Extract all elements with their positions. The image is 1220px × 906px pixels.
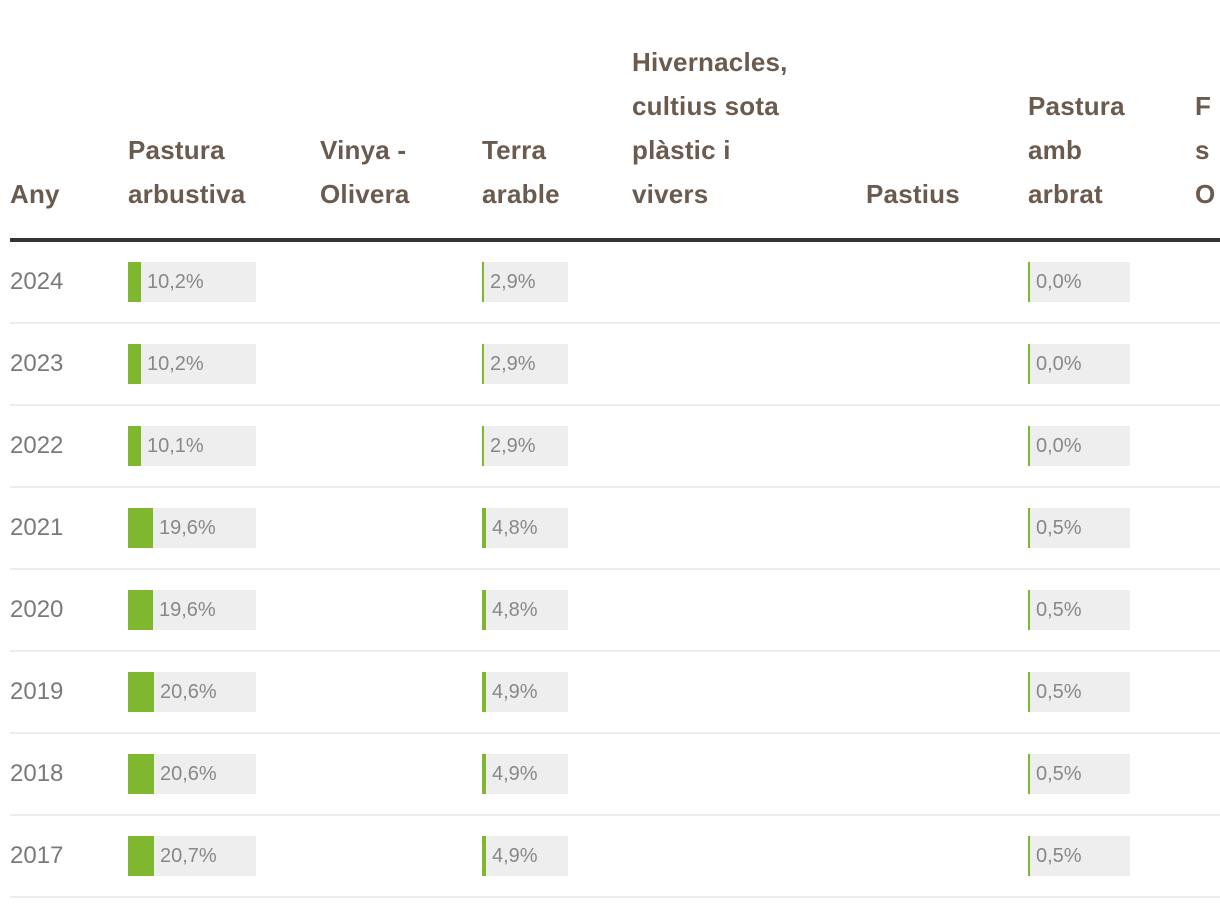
pastura-arbustiva-value-label: 10,2% [147,271,204,293]
pastura-arbustiva-bar-cell: 20,6% [128,672,256,712]
pastura-amb-arbrat-bar [1028,754,1030,794]
terra-arable-bar [482,344,484,384]
pastura-amb-arbrat-value-label: 0,0% [1036,271,1082,293]
terra-arable-bar [482,508,486,548]
pastura-arbustiva-bar-cell: 19,6% [128,590,256,630]
terra-arable-value-label: 4,9% [492,763,538,785]
terra-arable-value-label: 4,8% [492,599,538,621]
col-header-pastius: Pastius [866,179,960,209]
pastura-amb-arbrat-bar-cell: 0,5% [1028,508,1130,548]
pastura-arbustiva-bar-cell: 20,7% [128,836,256,876]
year-cell: 2021 [10,514,64,541]
terra-arable-bar-cell: 4,9% [482,836,568,876]
col-header-hivernacles: Hivernacles, cultius sota plàstic i vive… [632,47,788,209]
pastura-arbustiva-bar [128,672,154,712]
terra-arable-bar-cell: 4,8% [482,508,568,548]
terra-arable-bar-cell: 4,9% [482,754,568,794]
terra-arable-bar [482,262,484,302]
year-cell: 2023 [10,350,64,377]
col-header-any: Any [10,179,60,209]
terra-arable-bar-cell: 4,9% [482,672,568,712]
pastura-arbustiva-bar [128,262,141,302]
pastura-amb-arbrat-bar [1028,426,1030,466]
pastura-arbustiva-bar-cell: 10,1% [128,426,256,466]
pastura-amb-arbrat-value-label: 0,0% [1036,353,1082,375]
year-cell: 2022 [10,432,64,459]
pastura-amb-arbrat-bar [1028,836,1030,876]
year-cell: 2018 [10,760,64,787]
pastura-arbustiva-bar [128,426,141,466]
pastura-amb-arbrat-bar-cell: 0,0% [1028,262,1130,302]
terra-arable-bar-cell: 2,9% [482,262,568,302]
pastura-arbustiva-value-label: 20,6% [160,763,217,785]
pastura-arbustiva-bar-cell: 10,2% [128,262,256,302]
col-header-vinya-olivera: Vinya - Olivera [320,135,410,209]
pastura-arbustiva-bar [128,754,154,794]
pastura-arbustiva-bar [128,590,153,630]
header-divider [10,238,1220,242]
terra-arable-value-label: 4,9% [492,681,538,703]
pastura-amb-arbrat-bar [1028,262,1030,302]
pastura-arbustiva-bar [128,836,154,876]
terra-arable-bar [482,836,486,876]
terra-arable-value-label: 4,8% [492,517,538,539]
pastura-arbustiva-value-label: 19,6% [159,517,216,539]
pastura-amb-arbrat-bar [1028,508,1030,548]
pastura-arbustiva-value-label: 20,6% [160,681,217,703]
terra-arable-value-label: 2,9% [490,435,536,457]
pastura-amb-arbrat-bar-cell: 0,0% [1028,344,1130,384]
pastura-amb-arbrat-value-label: 0,5% [1036,599,1082,621]
col-header-cut-off: F s O [1195,91,1216,209]
pastura-arbustiva-bar-cell: 20,6% [128,754,256,794]
year-cell: 2019 [10,678,64,705]
pastura-amb-arbrat-bar-cell: 0,5% [1028,754,1130,794]
table-row: 2023 10,2% 2,9% 0,0% [10,324,1220,406]
terra-arable-bar [482,672,486,712]
table-row: 2022 10,1% 2,9% 0,0% [10,406,1220,488]
terra-arable-value-label: 4,9% [492,845,538,867]
pastura-amb-arbrat-bar [1028,672,1030,712]
table-row: 2018 20,6% 4,9% 0,5% [10,734,1220,816]
pastura-amb-arbrat-bar-cell: 0,5% [1028,836,1130,876]
pastura-amb-arbrat-bar-cell: 0,0% [1028,426,1130,466]
pastura-amb-arbrat-bar [1028,344,1030,384]
pastura-amb-arbrat-value-label: 0,5% [1036,517,1082,539]
pastura-amb-arbrat-value-label: 0,5% [1036,681,1082,703]
table-header-row: Any Pastura arbustiva Vinya - Olivera Terra… [10,0,1220,238]
terra-arable-bar-cell: 2,9% [482,344,568,384]
pastura-amb-arbrat-value-label: 0,0% [1036,435,1082,457]
pastura-amb-arbrat-bar-cell: 0,5% [1028,590,1130,630]
terra-arable-bar [482,426,484,466]
table-row: 2021 19,6% 4,8% 0,5% [10,488,1220,570]
pastura-amb-arbrat-value-label: 0,5% [1036,845,1082,867]
pastura-arbustiva-bar-cell: 19,6% [128,508,256,548]
pastura-arbustiva-bar-cell: 10,2% [128,344,256,384]
pastura-arbustiva-bar [128,344,141,384]
col-header-terra-arable: Terra arable [482,135,560,209]
pastura-arbustiva-value-label: 20,7% [160,845,217,867]
pastura-amb-arbrat-bar-cell: 0,5% [1028,672,1130,712]
terra-arable-bar-cell: 2,9% [482,426,568,466]
pastura-arbustiva-bar [128,508,153,548]
pastura-amb-arbrat-bar [1028,590,1030,630]
terra-arable-bar [482,590,486,630]
terra-arable-bar [482,754,486,794]
land-use-table: Any Pastura arbustiva Vinya - Olivera Terra… [10,0,1220,906]
table-row: 2017 20,7% 4,9% 0,5% [10,816,1220,898]
terra-arable-value-label: 2,9% [490,353,536,375]
pastura-arbustiva-value-label: 19,6% [159,599,216,621]
terra-arable-bar-cell: 4,8% [482,590,568,630]
pastura-arbustiva-value-label: 10,2% [147,353,204,375]
pastura-amb-arbrat-value-label: 0,5% [1036,763,1082,785]
col-header-pastura-amb-arbrat: Pastura amb arbrat [1028,91,1125,209]
pastura-arbustiva-value-label: 10,1% [147,435,204,457]
table-row: 2020 19,6% 4,8% 0,5% [10,570,1220,652]
table-row: 2024 10,2% 2,9% 0,0% [10,242,1220,324]
table-row: 2019 20,6% 4,9% 0,5% [10,652,1220,734]
terra-arable-value-label: 2,9% [490,271,536,293]
col-header-pastura-arbustiva: Pastura arbustiva [128,135,246,209]
year-cell: 2024 [10,268,64,295]
year-cell: 2020 [10,596,64,623]
year-cell: 2017 [10,842,64,869]
